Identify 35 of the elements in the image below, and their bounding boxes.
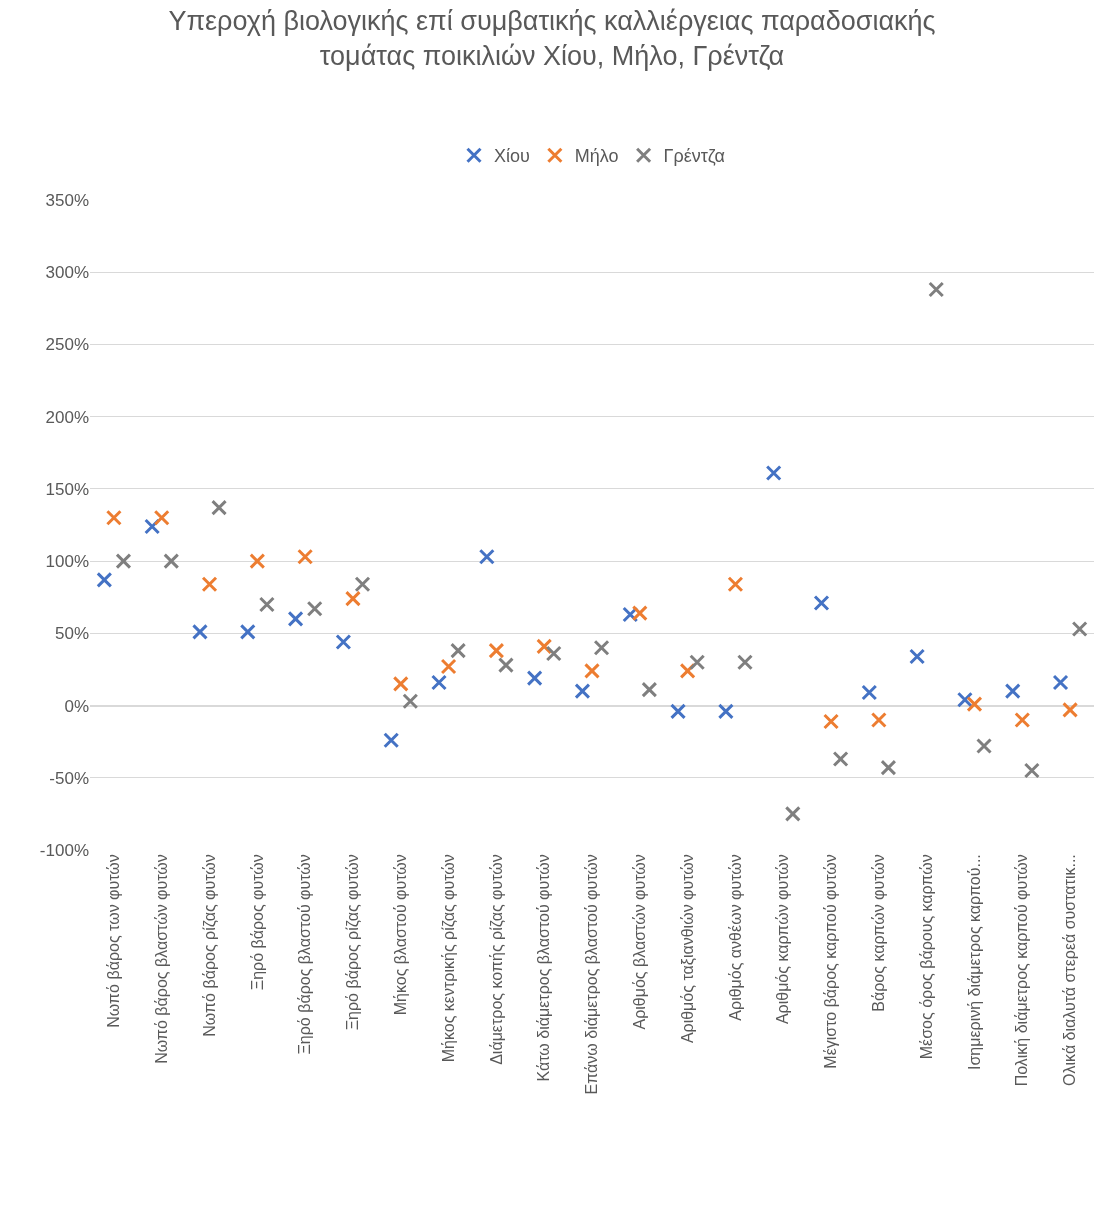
y-tick-label: 100% — [45, 552, 89, 572]
x-tick-label: Αριθμός βλαστών φυτών — [631, 854, 649, 1030]
x-tick-label: Αριθμός ανθέων φυτών — [726, 854, 744, 1021]
y-tick-label: 350% — [45, 190, 89, 210]
x-tick-label: Πολική διάμετρος καρπού φυτών — [1013, 854, 1031, 1087]
x-tick-label: Ολικά διαλυτά στερεά συστατικ... — [1061, 854, 1079, 1086]
x-tick-label: Μήκος κεντρικής ρίζας φυτών — [439, 854, 458, 1063]
x-tick-label: Μέγιστο βάρος καρπού φυτών — [822, 854, 840, 1069]
chart-title: Υπεροχή βιολογικής επί συμβατικής καλλιέργειας παραδοσιακής τομάτας ποικιλιών Χίου, Μήλο, Γρέντζα — [168, 6, 936, 72]
x-tick-label: Νωπό βάρος βλαστών φυτών — [152, 854, 170, 1064]
x-tick-label: Επάνω διάμετρος βλαστού φυτών — [583, 854, 601, 1095]
x-tick-label: Ξηρό βάρος ρίζας φυτών — [344, 854, 363, 1031]
legend-label: Μήλο — [574, 146, 619, 167]
legend-label: Χίου — [494, 146, 530, 167]
y-tick-label: 300% — [45, 263, 89, 283]
x-tick-label: Μέσος όρος βάρους καρπών — [917, 854, 935, 1060]
x-tick-label: Μήκος βλαστού φυτών — [391, 854, 409, 1016]
x-tick-label: Κάτω διάμετρος βλαστού φυτών — [535, 854, 553, 1082]
legend-label: Γρέντζα — [663, 146, 725, 167]
y-tick-label: -50% — [49, 768, 89, 788]
x-tick-label: Ισημερινή διάμετρος καρπού... — [965, 854, 983, 1071]
x-tick-label: Διάμετρος κοπής ρίζας φυτών — [487, 854, 506, 1065]
y-tick-label: -100% — [39, 840, 89, 860]
x-tick-label: Αριθμός καρπών φυτών — [774, 854, 792, 1025]
x-tick-label: Ξηρό βάρος φυτών — [248, 854, 266, 991]
x-tick-label: Βάρος καρπών φυτών — [870, 854, 888, 1012]
y-tick-label: 200% — [45, 407, 89, 427]
x-tick-label: Νωπό βάρος ρίζας φυτών — [200, 854, 219, 1037]
x-tick-label: Ξηρό βάρος βλαστού φυτών — [296, 854, 314, 1055]
y-tick-label: 150% — [45, 479, 89, 499]
y-tick-label: 50% — [54, 624, 89, 644]
x-tick-label: Αριθμός ταξιανθιών φυτών — [678, 854, 697, 1044]
x-tick-label: Νωπό βάρος των φυτών — [105, 854, 123, 1028]
y-tick-label: 250% — [45, 335, 89, 355]
y-tick-label: 0% — [64, 696, 89, 716]
